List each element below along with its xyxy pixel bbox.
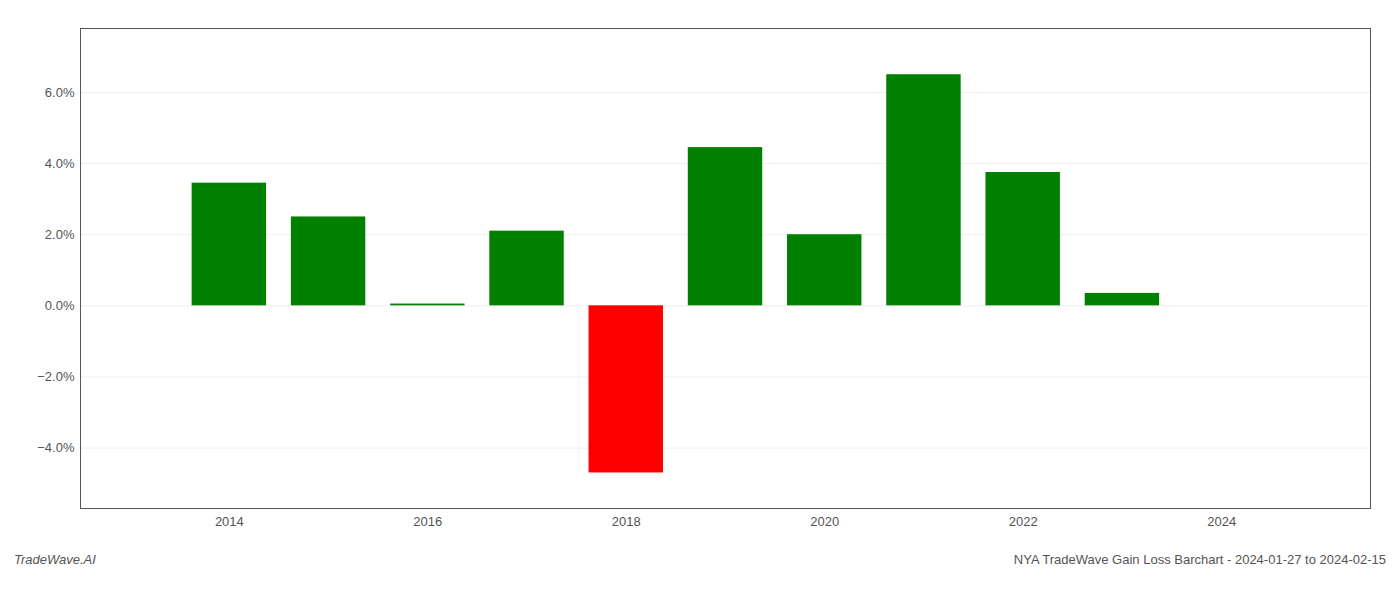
svg-text:0.0%: 0.0% <box>45 298 75 313</box>
svg-text:2020: 2020 <box>810 514 839 529</box>
svg-text:−4.0%: −4.0% <box>37 440 75 455</box>
svg-text:2024: 2024 <box>1207 514 1236 529</box>
svg-text:2018: 2018 <box>612 514 641 529</box>
svg-text:−2.0%: −2.0% <box>37 369 75 384</box>
svg-text:4.0%: 4.0% <box>45 156 75 171</box>
html-text:TradeWave.AI: TradeWave.AI <box>14 552 96 567</box>
svg-text:2014: 2014 <box>215 514 244 529</box>
svg-text:2022: 2022 <box>1009 514 1038 529</box>
html-text:NYA TradeWave Gain Loss Barcha: NYA TradeWave Gain Loss Barchart - 2024-… <box>1013 552 1386 567</box>
svg-text:6.0%: 6.0% <box>45 85 75 100</box>
svg-text:2.0%: 2.0% <box>45 227 75 242</box>
svg-text:2016: 2016 <box>413 514 442 529</box>
